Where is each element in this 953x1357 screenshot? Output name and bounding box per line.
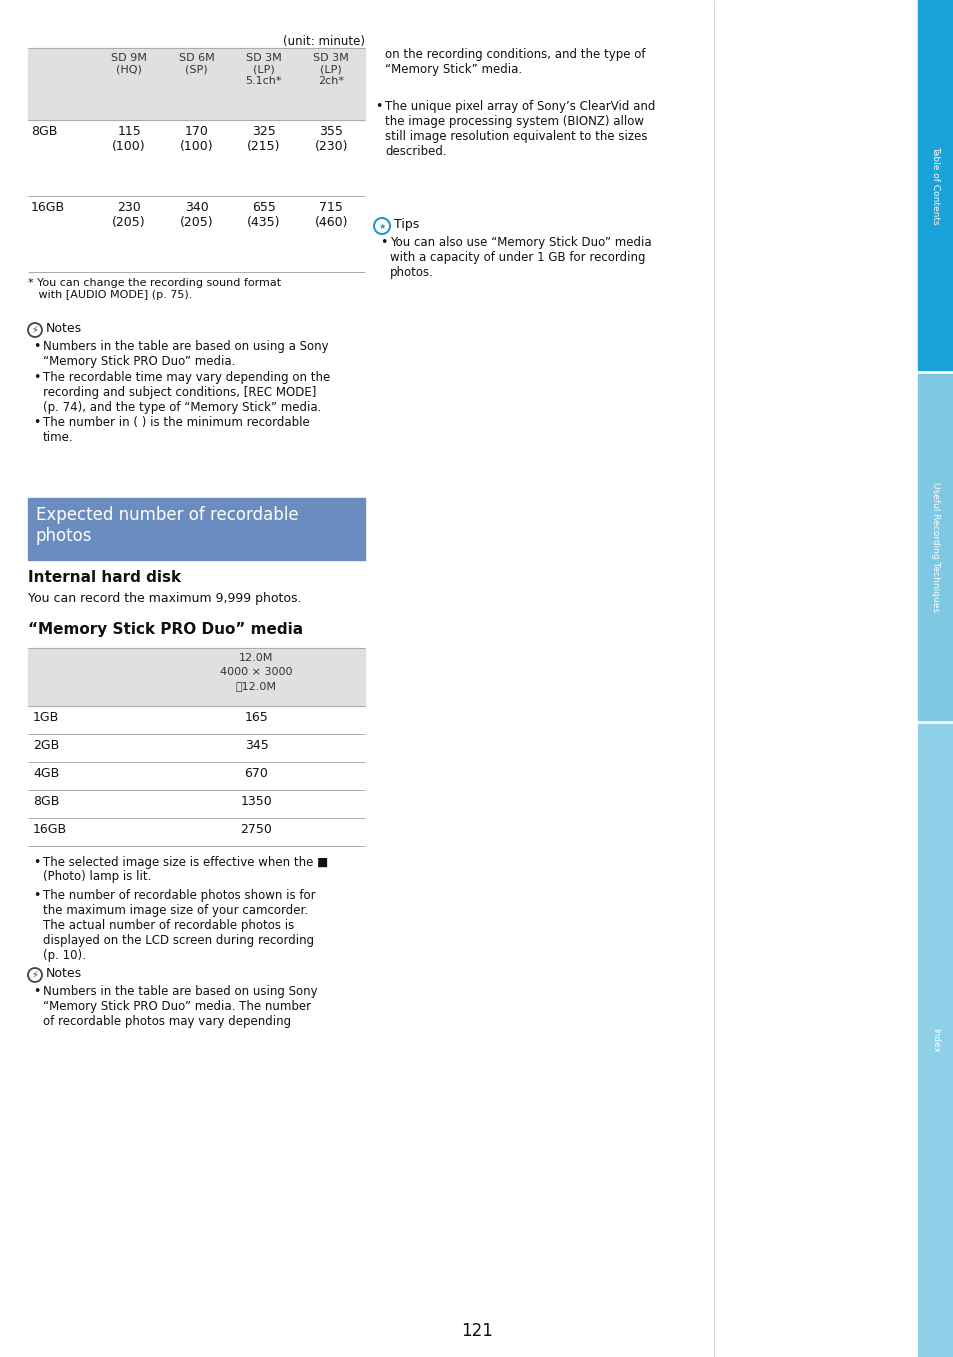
Text: •: • — [33, 856, 40, 868]
Text: 12.0M: 12.0M — [239, 653, 274, 664]
Text: (unit: minute): (unit: minute) — [283, 35, 365, 47]
Text: Numbers in the table are based on using a Sony
“Memory Stick PRO Duo” media.: Numbers in the table are based on using … — [43, 341, 328, 368]
Text: •: • — [33, 417, 40, 429]
Text: •: • — [379, 236, 387, 248]
Text: 16GB: 16GB — [30, 201, 65, 214]
Text: 655
(435): 655 (435) — [247, 201, 280, 229]
Text: SD 9M
(HQ): SD 9M (HQ) — [112, 53, 147, 75]
Text: •: • — [33, 889, 40, 902]
Bar — [917, 725, 953, 1357]
Text: Expected number of recordable
photos: Expected number of recordable photos — [36, 506, 298, 544]
Bar — [28, 47, 365, 119]
Text: on the recording conditions, and the type of
“Memory Stick” media.: on the recording conditions, and the typ… — [385, 47, 645, 76]
Text: 4GB: 4GB — [33, 767, 59, 780]
Text: 1350: 1350 — [240, 795, 273, 807]
Text: •: • — [33, 985, 40, 997]
Text: Index: Index — [930, 1029, 940, 1053]
Text: Table of Contents: Table of Contents — [930, 145, 940, 224]
Text: 16GB: 16GB — [33, 822, 67, 836]
Text: 670: 670 — [244, 767, 268, 780]
Bar — [28, 498, 365, 560]
Text: 4000 × 3000: 4000 × 3000 — [220, 668, 293, 677]
Text: ⚡: ⚡ — [31, 324, 38, 335]
Text: * You can change the recording sound format
   with [AUDIO MODE] (p. 75).: * You can change the recording sound for… — [28, 278, 281, 300]
Text: SD 6M
(SP): SD 6M (SP) — [178, 53, 214, 75]
Text: 230
(205): 230 (205) — [112, 201, 146, 229]
Text: 355
(230): 355 (230) — [314, 125, 348, 153]
Bar — [917, 375, 953, 721]
Text: ★: ★ — [377, 221, 385, 231]
Text: “Memory Stick PRO Duo” media: “Memory Stick PRO Duo” media — [28, 622, 303, 636]
Text: 325
(215): 325 (215) — [247, 125, 280, 153]
Text: ⌒12.0M: ⌒12.0M — [235, 681, 276, 691]
Text: 340
(205): 340 (205) — [179, 201, 213, 229]
Text: The selected image size is effective when the ■: The selected image size is effective whe… — [43, 856, 328, 868]
Text: •: • — [33, 370, 40, 384]
Text: 165: 165 — [244, 711, 268, 725]
Text: 115
(100): 115 (100) — [112, 125, 146, 153]
Text: SD 3M
(LP)
5.1ch*: SD 3M (LP) 5.1ch* — [245, 53, 282, 87]
Text: 8GB: 8GB — [30, 125, 57, 138]
Text: •: • — [33, 341, 40, 353]
Text: •: • — [375, 100, 382, 113]
Bar — [28, 649, 365, 706]
Text: You can also use “Memory Stick Duo” media
with a capacity of under 1 GB for reco: You can also use “Memory Stick Duo” medi… — [390, 236, 651, 280]
Text: Useful Recording Techniques: Useful Recording Techniques — [930, 482, 940, 612]
Text: Tips: Tips — [394, 218, 418, 231]
Text: 170
(100): 170 (100) — [179, 125, 213, 153]
Text: 345: 345 — [244, 740, 268, 752]
Text: 8GB: 8GB — [33, 795, 59, 807]
Text: (Photo) lamp is lit.: (Photo) lamp is lit. — [43, 870, 152, 883]
Text: You can record the maximum 9,999 photos.: You can record the maximum 9,999 photos. — [28, 592, 301, 605]
Text: 2GB: 2GB — [33, 740, 59, 752]
Text: The number in ( ) is the minimum recordable
time.: The number in ( ) is the minimum recorda… — [43, 417, 310, 444]
Text: Notes: Notes — [46, 322, 82, 335]
Text: Internal hard disk: Internal hard disk — [28, 570, 181, 585]
Text: Notes: Notes — [46, 968, 82, 980]
Text: The unique pixel array of Sony’s ClearVid and
the image processing system (BIONZ: The unique pixel array of Sony’s ClearVi… — [385, 100, 655, 157]
Text: The recordable time may vary depending on the
recording and subject conditions, : The recordable time may vary depending o… — [43, 370, 330, 414]
Text: 1GB: 1GB — [33, 711, 59, 725]
Bar — [917, 0, 953, 370]
Text: 121: 121 — [460, 1322, 493, 1339]
Text: The number of recordable photos shown is for
the maximum image size of your camc: The number of recordable photos shown is… — [43, 889, 315, 962]
Text: ⚡: ⚡ — [31, 970, 38, 980]
Text: 2750: 2750 — [240, 822, 273, 836]
Text: 715
(460): 715 (460) — [314, 201, 348, 229]
Text: SD 3M
(LP)
2ch*: SD 3M (LP) 2ch* — [314, 53, 349, 87]
Text: Numbers in the table are based on using Sony
“Memory Stick PRO Duo” media. The n: Numbers in the table are based on using … — [43, 985, 317, 1029]
